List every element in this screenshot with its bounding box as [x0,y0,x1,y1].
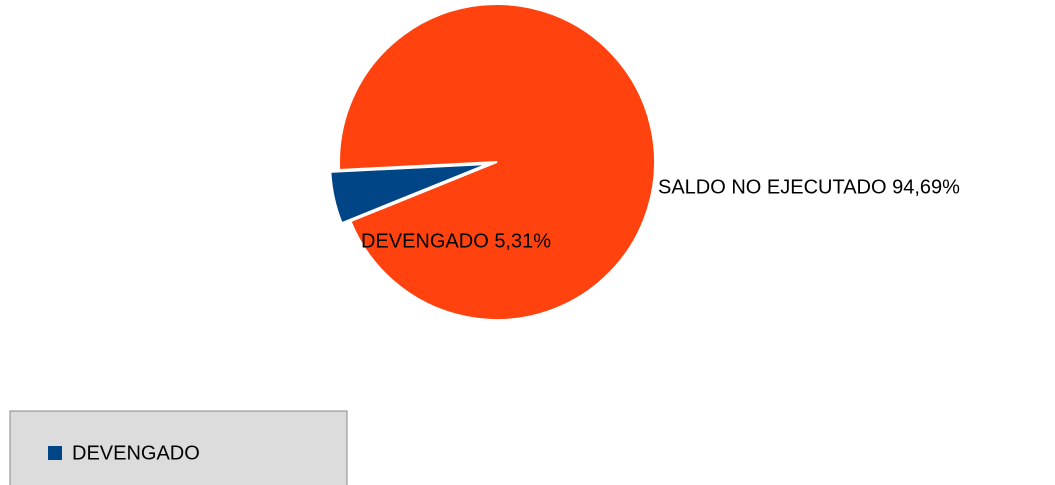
legend-label: DEVENGADO [72,442,200,464]
pie-slice [338,3,656,321]
legend-box [9,410,348,485]
pie [329,3,656,321]
legend: DEVENGADO [48,442,200,464]
data-label: SALDO NO EJECUTADO 94,69% [658,176,960,198]
legend-swatch [48,446,62,460]
data-label: DEVENGADO 5,31% [361,230,551,252]
pie-slice [329,162,489,225]
